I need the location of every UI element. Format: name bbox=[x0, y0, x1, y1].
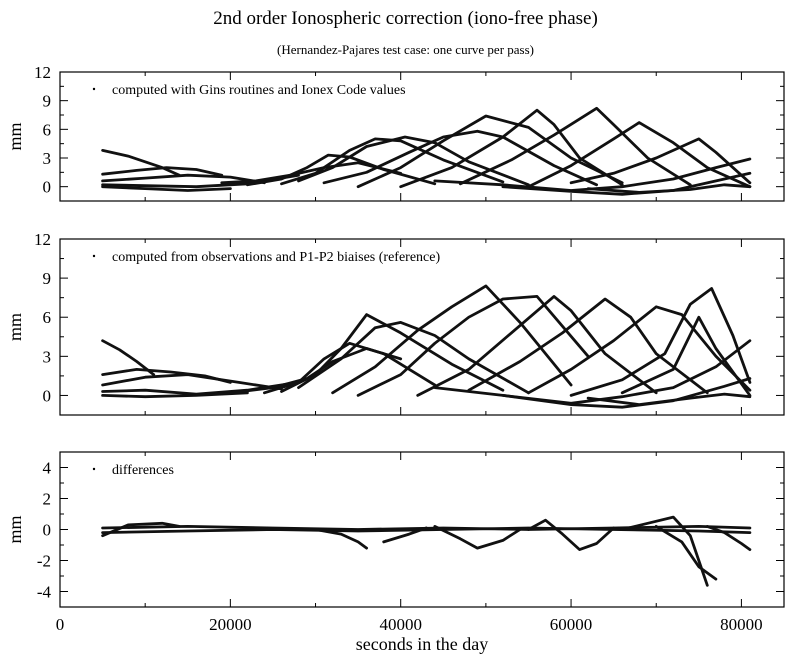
y-tick-label: 9 bbox=[43, 269, 52, 288]
series-line-13 bbox=[467, 297, 709, 395]
x-axis-label: seconds in the day bbox=[356, 634, 488, 654]
series-line-16 bbox=[620, 315, 752, 397]
series-line-8 bbox=[620, 515, 709, 587]
series-line-6 bbox=[220, 161, 403, 185]
panel-bottom: -4 -2 0 2 4 mm differences 0 20000 40000 60000 8000… bbox=[5, 451, 785, 654]
y-tick-label: -2 bbox=[37, 552, 51, 571]
plot-frame bbox=[59, 238, 785, 416]
y-tick-label: 2 bbox=[43, 490, 52, 509]
plot-frame bbox=[59, 71, 785, 202]
series-line-15 bbox=[569, 287, 752, 397]
y-tick-label: 3 bbox=[43, 149, 52, 168]
y-tick-label: 9 bbox=[43, 92, 52, 111]
series-line-10 bbox=[331, 284, 573, 395]
legend-entry: computed with Gins routines and Ionex Co… bbox=[112, 83, 406, 98]
series-line-3 bbox=[101, 521, 181, 538]
series-line-3 bbox=[101, 173, 266, 185]
y-tick-label: 6 bbox=[43, 120, 52, 139]
series-line-10 bbox=[705, 525, 752, 551]
legend-marker bbox=[92, 254, 96, 258]
series-line-5 bbox=[101, 391, 249, 399]
series-line-18 bbox=[586, 183, 752, 194]
panel-top: 0 3 6 9 12 mm computed with Gins routines and … bbox=[5, 63, 785, 202]
series-line-5 bbox=[101, 185, 232, 192]
y-tick-label: 12 bbox=[34, 63, 51, 82]
series-line-1 bbox=[101, 148, 181, 177]
series-line-15 bbox=[569, 137, 752, 185]
series-line-19 bbox=[586, 392, 752, 407]
series-line-13 bbox=[458, 106, 692, 187]
series-line-7 bbox=[527, 518, 615, 551]
x-tick-label: 80000 bbox=[720, 615, 763, 634]
series-line-11 bbox=[356, 114, 624, 189]
series-line-3 bbox=[101, 373, 283, 391]
series-line-9 bbox=[297, 320, 530, 395]
series-line-10 bbox=[322, 129, 598, 187]
y-tick-label: 0 bbox=[43, 386, 52, 405]
series-line-14 bbox=[527, 305, 752, 395]
series-line-1 bbox=[101, 525, 752, 531]
y-axis-label: mm bbox=[5, 122, 25, 150]
series-line-12 bbox=[416, 294, 658, 397]
y-axis-label: mm bbox=[5, 515, 25, 543]
legend-entry: computed from observations and P1-P2 bia… bbox=[112, 250, 440, 265]
legend-marker bbox=[92, 87, 96, 91]
series-line-1 bbox=[101, 339, 156, 377]
series-line-17 bbox=[433, 339, 752, 405]
x-tick-label: 60000 bbox=[550, 615, 593, 634]
panel-middle: 0 3 6 9 12 mm computed from observations and P… bbox=[5, 230, 785, 416]
x-tick-label: 40000 bbox=[379, 615, 422, 634]
legend-marker bbox=[92, 467, 96, 471]
figure-subtitle: (Hernandez-Pajares test case: one curve … bbox=[277, 42, 534, 57]
legend-entry: differences bbox=[112, 463, 174, 478]
series-line-2 bbox=[101, 166, 224, 177]
series-line-14 bbox=[527, 121, 752, 189]
series-line-9 bbox=[297, 135, 530, 187]
series-line-11 bbox=[356, 294, 590, 397]
series-line-12 bbox=[399, 108, 624, 189]
y-tick-label: 6 bbox=[43, 308, 52, 327]
y-tick-label: 4 bbox=[43, 459, 52, 478]
y-tick-label: 3 bbox=[43, 347, 52, 366]
series-line-16 bbox=[433, 157, 752, 192]
y-axis-label: mm bbox=[5, 313, 25, 341]
series-line-7 bbox=[245, 153, 437, 187]
series-line-5 bbox=[382, 526, 428, 544]
series-line-4 bbox=[314, 528, 369, 550]
y-tick-label: -4 bbox=[37, 583, 52, 602]
series-line-9 bbox=[654, 525, 718, 581]
x-tick-label: 20000 bbox=[209, 615, 252, 634]
x-tick-label: 0 bbox=[56, 615, 65, 634]
figure-title: 2nd order Ionospheric correction (iono-f… bbox=[213, 8, 598, 29]
y-tick-label: 12 bbox=[34, 230, 51, 249]
y-tick-label: 0 bbox=[43, 521, 52, 540]
series-line-6 bbox=[433, 525, 522, 550]
y-tick-label: 0 bbox=[43, 178, 52, 197]
